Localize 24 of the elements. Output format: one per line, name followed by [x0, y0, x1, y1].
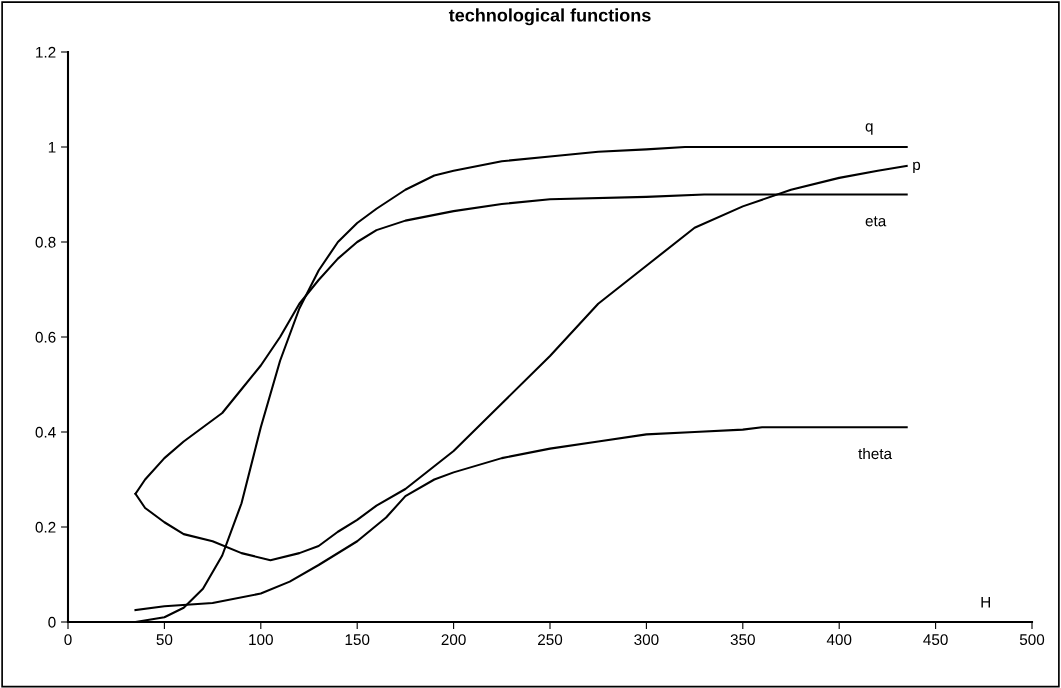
- x-tick-label: 400: [826, 634, 852, 646]
- x-tick-label: 350: [730, 634, 755, 646]
- x-tick-label: 150: [345, 634, 370, 646]
- series-label: q: [865, 123, 873, 135]
- x-tick-label: 250: [538, 634, 563, 646]
- y-tick-label: 0.2: [35, 521, 56, 533]
- x-tick-label: 100: [249, 634, 273, 646]
- x-tick-label: 50: [156, 634, 173, 646]
- y-tick-label: 0.6: [35, 331, 56, 343]
- series-label: p: [913, 161, 921, 174]
- y-tick-label: 0: [48, 616, 56, 628]
- y-tick-label: 0.4: [35, 426, 56, 438]
- x-axis-title: H: [981, 596, 990, 608]
- x-tick-label: 200: [441, 634, 466, 646]
- chart-title: technological functions: [448, 8, 651, 26]
- x-tick-label: 300: [634, 634, 659, 646]
- x-tick-label: 450: [923, 634, 948, 646]
- y-tick-label: 0.8: [35, 236, 56, 248]
- series-label: eta: [865, 216, 887, 227]
- y-tick-label: 1.2: [36, 46, 56, 58]
- series-label: theta: [858, 447, 893, 460]
- x-tick-label: 500: [1019, 634, 1045, 646]
- x-tick-label: 0: [64, 634, 72, 646]
- y-tick-label: 1: [48, 142, 56, 153]
